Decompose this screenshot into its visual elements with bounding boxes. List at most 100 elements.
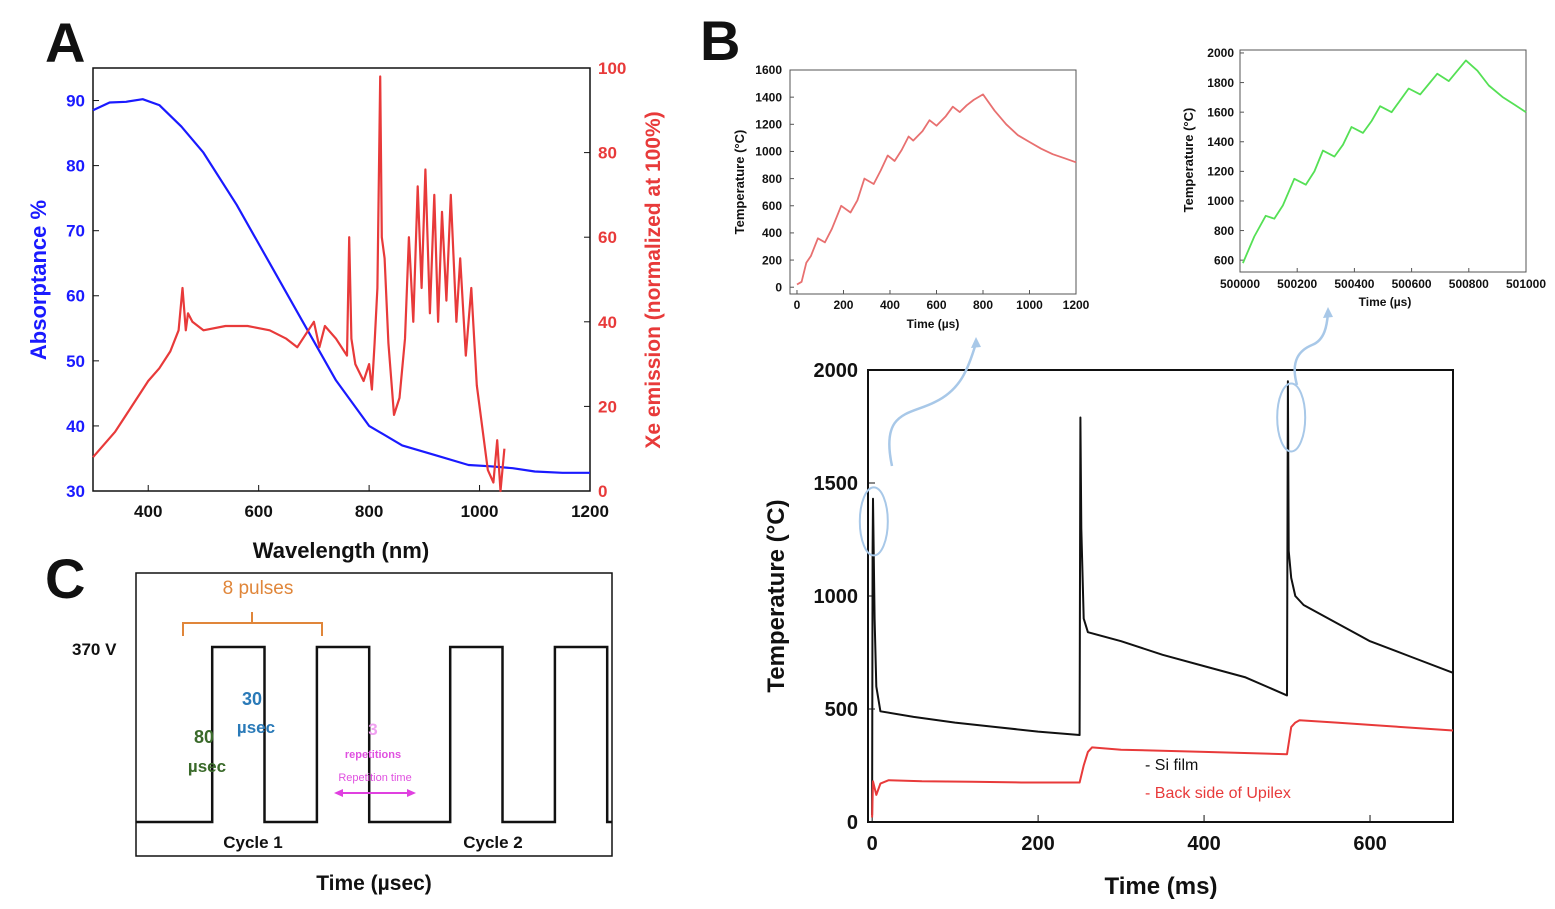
pulse-gap-value: 30	[242, 689, 262, 709]
panel-b-inset-1-x-axis-label: Time (µs)	[907, 317, 960, 331]
panel-a-y-axis-label: Absorptance %	[26, 200, 51, 360]
panel-a-x-axis-label: Wavelength (nm)	[253, 538, 429, 563]
cycle-1-label: Cycle 1	[223, 833, 283, 852]
panel-b-inset-1-chart: 0 200 400 600 800 1000 1200 0 200 400 600 800 1000 12…	[732, 63, 1090, 331]
panel-b-inset-1-frame	[789, 69, 1077, 295]
y-tick-label: 600	[762, 199, 782, 213]
panel-c-diagram: 370 V 8 pulses 80 µsec 30 µsec 3 repetit…	[72, 572, 613, 895]
y-tick-label: 0	[775, 280, 782, 294]
panel-label-b: B	[700, 9, 740, 72]
x-tick-label: 500200	[1277, 277, 1317, 291]
panel-a-y2-axis-label: Xe emission (normalized at 100%)	[642, 111, 665, 448]
panel-b-inset-1-y-axis-label: Temperature (°C)	[732, 130, 747, 235]
y2-tick-label: 0	[598, 482, 607, 501]
x-tick-label: 400	[134, 502, 162, 521]
y-tick-label: 1200	[1207, 165, 1234, 179]
panel-b-main-x-axis-label: Time (ms)	[1105, 873, 1218, 900]
panel-label-a: A	[45, 11, 85, 74]
legend-si-film: - Si film	[1145, 757, 1198, 774]
x-tick-label: 1000	[461, 502, 499, 521]
x-tick-label: 800	[355, 502, 383, 521]
series-line-1	[1242, 59, 1527, 264]
x-tick-label: 501000	[1506, 277, 1546, 291]
panel-label-c: C	[45, 547, 85, 610]
x-tick-label: 500600	[1392, 277, 1432, 291]
y-tick-label: 2000	[1207, 46, 1234, 60]
y-tick-label: 200	[762, 253, 782, 267]
series-line-2	[92, 75, 506, 493]
panel-b-inset-2-x-axis-label: Time (µs)	[1359, 295, 1412, 309]
panel-b-inset-2-chart: 500000 500200 500400 500600 500800 501000 600 8…	[1181, 46, 1546, 309]
voltage-label: 370 V	[72, 640, 117, 659]
y2-tick-label: 60	[598, 228, 617, 247]
panel-b-main-y-axis-label: Temperature (°C)	[763, 499, 790, 692]
panel-b-main-frame	[867, 369, 1454, 823]
pulse-width-value: 80	[194, 727, 214, 747]
x-tick-label: 0	[794, 298, 801, 312]
zoom-arrow-2	[1293, 312, 1330, 386]
y-tick-label: 50	[66, 352, 85, 371]
y-tick-label: 30	[66, 482, 85, 501]
panel-b-inset-2-frame	[1239, 49, 1527, 273]
panel-c-x-axis-label: Time (µsec)	[316, 872, 432, 895]
y2-tick-label: 20	[598, 397, 617, 416]
cycle-2-label: Cycle 2	[463, 833, 523, 852]
x-tick-label: 1200	[571, 502, 609, 521]
y-tick-label: 70	[66, 222, 85, 241]
x-tick-label: 0	[867, 833, 878, 855]
series-line-1	[796, 93, 1077, 286]
zoom-ellipse-2	[1276, 382, 1307, 453]
pulse-waveform	[136, 645, 612, 824]
y-tick-label: 1400	[755, 90, 782, 104]
x-tick-label: 800	[973, 298, 993, 312]
repetition-arrow-left-head	[334, 789, 343, 797]
zoom-ellipse-1	[858, 486, 889, 557]
x-tick-label: 200	[1021, 833, 1054, 855]
y-tick-label: 1600	[755, 63, 782, 77]
x-tick-label: 600	[1353, 833, 1386, 855]
y-tick-label: 1000	[755, 145, 782, 159]
y-tick-label: 2000	[814, 360, 859, 382]
y-tick-label: 1200	[755, 118, 782, 132]
y-tick-label: 80	[66, 157, 85, 176]
x-tick-label: 600	[926, 298, 946, 312]
pulses-annotation: 8 pulses	[223, 578, 294, 599]
series-line-1	[92, 98, 590, 474]
y-tick-label: 1400	[1207, 135, 1234, 149]
panel-a-chart: 400 600 800 1000 1200 30 40 50 60 70 80 90 0 20 40 60 80…	[26, 59, 665, 563]
x-tick-label: 500000	[1220, 277, 1260, 291]
repetitions-number: 3	[368, 720, 377, 739]
y-tick-label: 1000	[1207, 194, 1234, 208]
zoom-arrow-2-head	[1323, 307, 1333, 318]
repetition-arrow-right-head	[407, 789, 416, 797]
x-tick-label: 1000	[1016, 298, 1043, 312]
x-tick-label: 400	[1187, 833, 1220, 855]
pulses-bracket	[182, 612, 323, 636]
x-tick-label: 500800	[1449, 277, 1489, 291]
y-tick-label: 1600	[1207, 105, 1234, 119]
y-tick-label: 90	[66, 91, 85, 110]
pulse-width-unit: µsec	[188, 757, 226, 776]
y-tick-label: 1500	[814, 473, 859, 495]
y-tick-label: 500	[825, 699, 858, 721]
panel-a-plot-frame	[92, 67, 591, 492]
x-tick-label: 400	[880, 298, 900, 312]
series-line-1	[871, 380, 1454, 816]
y-tick-label: 60	[66, 287, 85, 306]
y2-tick-label: 40	[598, 313, 617, 332]
panel-b-inset-2-y-axis-label: Temperature (°C)	[1181, 108, 1196, 213]
repetitions-label: repetitions	[345, 749, 401, 761]
series-line-2	[871, 719, 1454, 818]
y-tick-label: 1800	[1207, 76, 1234, 90]
y-tick-label: 800	[1214, 224, 1234, 238]
legend-back-side-upilex: - Back side of Upilex	[1145, 785, 1291, 802]
zoom-arrow-1	[888, 342, 978, 467]
x-tick-label: 500400	[1334, 277, 1374, 291]
y-tick-label: 600	[1214, 253, 1234, 267]
y-tick-label: 800	[762, 172, 782, 186]
zoom-arrow-1-head	[971, 337, 981, 348]
y-tick-label: 1000	[814, 586, 859, 608]
panel-c-frame	[135, 572, 613, 857]
y2-tick-label: 80	[598, 144, 617, 163]
